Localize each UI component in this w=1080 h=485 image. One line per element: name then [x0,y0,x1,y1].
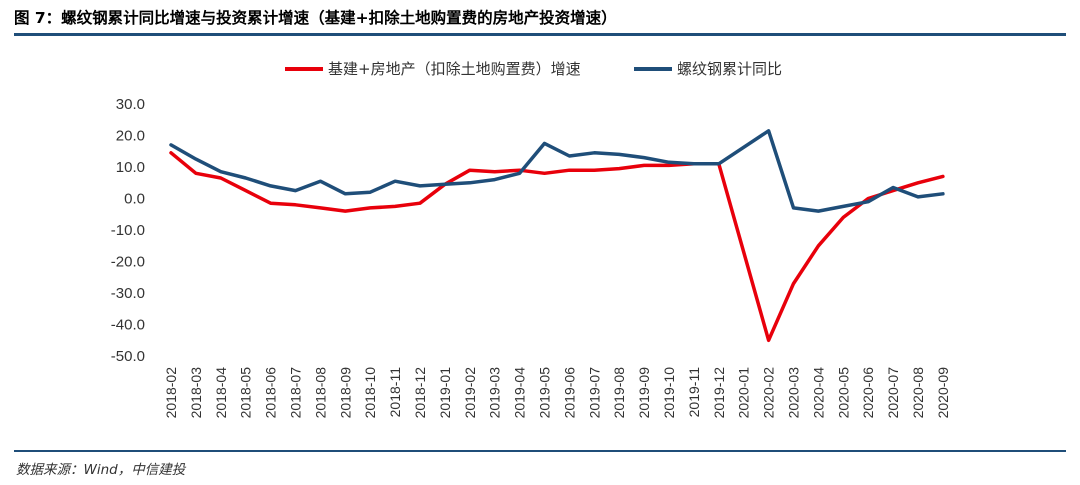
x-tick-label: 2019-07 [586,367,602,419]
x-tick-label: 2018-10 [362,367,378,419]
chart-legend: 基建+房地产（扣除土地购置费）增速 螺纹钢累计同比 [285,60,782,78]
x-tick-label: 2020-02 [761,367,777,419]
x-tick-label: 2019-05 [537,367,553,419]
x-tick-label: 2020-05 [835,367,851,419]
x-tick-label: 2018-02 [163,367,179,419]
x-tick-label: 2020-08 [910,367,926,419]
legend-label-red: 基建+房地产（扣除土地购置费）增速 [328,60,581,78]
y-axis: 30.0 20.0 10.0 0.0 -10.0 -20.0 -30.0 -40.0 -50.0 [111,96,145,365]
y-tick-label: 10.0 [116,159,145,176]
line-chart: 基建+房地产（扣除土地购置费）增速 螺纹钢累计同比 30.0 20.0 10.0 0.… [111,60,951,419]
y-tick-label: -20.0 [111,254,145,271]
y-tick-label: 30.0 [116,96,145,113]
x-tick-label: 2018-04 [213,367,229,419]
x-tick-label: 2018-12 [412,367,428,419]
plot-area [169,129,945,343]
x-tick-label: 2020-06 [860,367,876,419]
x-tick-label: 2019-10 [661,367,677,419]
bottom-rule [14,450,1066,452]
x-tick-label: 2018-08 [312,367,328,419]
x-tick-label: 2020-01 [736,367,752,419]
y-tick-label: 0.0 [124,191,145,208]
x-tick-label: 2020-03 [786,367,802,419]
y-tick-label: -30.0 [111,285,145,302]
x-axis: 2018-02 2018-03 2018-04 2018-05 2018-06 2018-… [163,367,951,419]
x-tick-label: 2019-11 [686,367,702,418]
x-tick-label: 2019-04 [512,367,528,419]
x-tick-label: 2020-09 [935,367,951,419]
x-tick-label: 2019-03 [487,367,503,419]
y-tick-label: -40.0 [111,317,145,334]
x-tick-label: 2018-06 [263,367,279,419]
y-tick-label: -10.0 [111,222,145,239]
source-note: 数据来源：Wind，中信建投 [16,462,186,478]
x-tick-label: 2018-03 [188,367,204,419]
figure-title: 图 7：螺纹钢累计同比增速与投资累计增速（基建+扣除土地购置费的房地产投资增速） [14,9,617,27]
x-tick-label: 2019-01 [437,367,453,419]
x-tick-label: 2019-08 [611,367,627,419]
series-line-blue [169,129,945,213]
legend-label-blue: 螺纹钢累计同比 [677,60,782,78]
x-tick-label: 2018-11 [387,367,403,418]
y-tick-label: -50.0 [111,348,145,365]
x-tick-label: 2019-09 [636,367,652,419]
x-tick-label: 2018-07 [288,367,304,419]
y-tick-label: 20.0 [116,128,145,145]
x-tick-label: 2018-05 [238,367,254,419]
x-tick-label: 2019-06 [561,367,577,419]
x-tick-label: 2018-09 [337,367,353,419]
top-rule [14,33,1066,36]
x-tick-label: 2020-04 [810,367,826,419]
x-tick-label: 2019-02 [462,367,478,419]
series-line-red [169,151,945,343]
x-tick-label: 2020-07 [885,367,901,419]
x-tick-label: 2019-12 [711,367,727,419]
